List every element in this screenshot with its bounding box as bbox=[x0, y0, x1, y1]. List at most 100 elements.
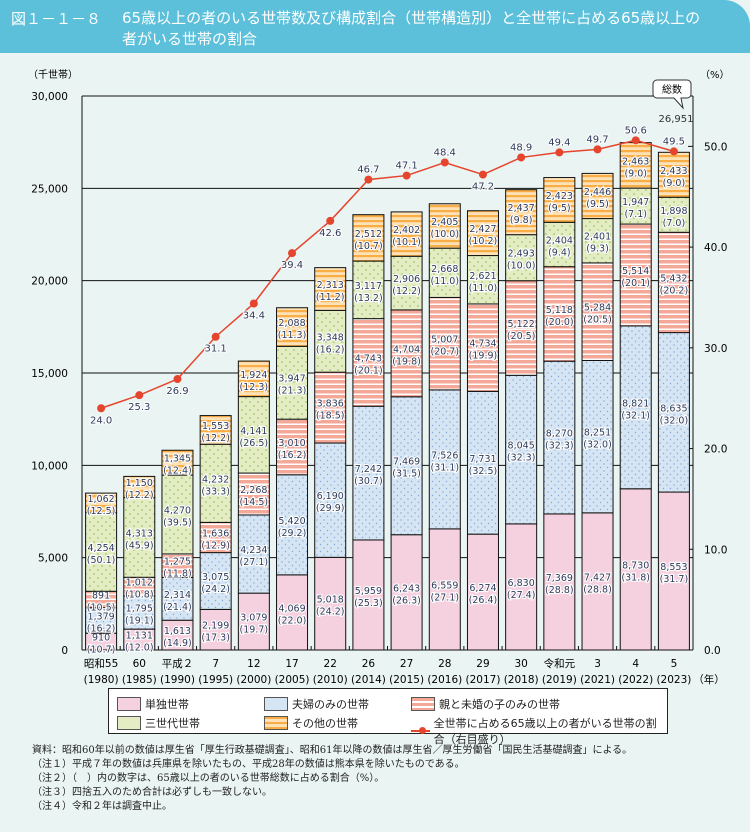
x-tick-label-year: (2018) bbox=[504, 674, 539, 686]
bar-segment bbox=[237, 472, 270, 516]
segment-value-label: 2,404 bbox=[546, 235, 573, 246]
bar-segment bbox=[161, 474, 194, 555]
segment-share-label: (16.2) bbox=[278, 450, 307, 461]
ratio-point bbox=[669, 147, 678, 156]
segment-share-label: (10.2) bbox=[469, 236, 498, 247]
segment-share-label: (16.2) bbox=[87, 623, 116, 634]
segment-value-label: 2,401 bbox=[584, 232, 611, 243]
segment-share-label: (9.0) bbox=[624, 168, 647, 179]
ratio-label: 47.1 bbox=[395, 161, 417, 172]
ratio-label: 48.9 bbox=[510, 142, 532, 153]
bar-segment bbox=[543, 360, 576, 515]
y-tick-label: 30,000 bbox=[31, 91, 68, 103]
segment-share-label: (12.0) bbox=[125, 643, 154, 654]
segment-value-label: 8,270 bbox=[546, 429, 573, 440]
segment-value-label: 1,150 bbox=[126, 478, 153, 489]
x-tick-label: 令和元 bbox=[544, 657, 576, 670]
chart: （千世帯） （%） 0 5,000 10,000 15,000 20,000 25,000… bbox=[28, 68, 730, 686]
segment-value-label: 3,079 bbox=[240, 613, 267, 624]
figure-number: 図１－１－８ bbox=[11, 10, 102, 28]
note-1: （注１）平成７年の数値は兵庫県を除いたもの、平成28年の数値は熊本県を除いたもの… bbox=[32, 759, 465, 770]
segment-value-label: 1,924 bbox=[240, 370, 267, 381]
bar-segment bbox=[428, 296, 461, 391]
segment-share-label: (24.2) bbox=[201, 584, 230, 595]
segment-value-label: 1,795 bbox=[126, 604, 153, 615]
note-3: （注３）四捨五入のため合計は必ずしも一致しない。 bbox=[32, 787, 272, 798]
legend: 単独世帯 夫婦のみの世帯 親と未婚の子のみの世帯 三世代世帯 その他の世帯 全世… bbox=[108, 688, 668, 746]
segment-value-label: 4,141 bbox=[240, 426, 267, 437]
segment-share-label: (13.2) bbox=[354, 293, 383, 304]
segment-value-label: 6,243 bbox=[393, 583, 420, 594]
y2-tick-label: 30.0 bbox=[704, 343, 727, 355]
bar-segment bbox=[85, 492, 118, 514]
bar-segment bbox=[199, 443, 232, 523]
segment-value-label: 4,270 bbox=[164, 506, 191, 517]
bar-segment bbox=[199, 521, 232, 554]
segment-share-label: (11.0) bbox=[430, 276, 459, 287]
segment-value-label: 4,704 bbox=[393, 344, 420, 355]
legend-label: 全世帯に占める65歳以上の者がいる世帯の割合（右目盛り） bbox=[433, 717, 657, 746]
bar-segment bbox=[619, 325, 652, 490]
ratio-label: 46.7 bbox=[357, 165, 379, 176]
segment-share-label: (32.0) bbox=[583, 440, 612, 451]
segment-share-label: (14.9) bbox=[163, 638, 192, 649]
segment-share-label: (30.7) bbox=[354, 476, 383, 487]
segment-share-label: (7.0) bbox=[663, 218, 686, 229]
chart-title: 65歳以上の者のいる世帯数及び構成割合（世帯構造別）と全世帯に占める65歳以上の… bbox=[122, 9, 701, 48]
segment-share-label: (7.1) bbox=[624, 209, 647, 220]
segment-share-label: (29.9) bbox=[316, 503, 345, 514]
segment-share-label: (14.5) bbox=[240, 497, 269, 508]
y-tick-label: 0 bbox=[61, 645, 68, 657]
segment-share-label: (29.2) bbox=[278, 528, 307, 539]
legend-line-marker bbox=[411, 727, 430, 734]
ratio-label: 39.4 bbox=[281, 260, 303, 271]
y-tick-label: 5,000 bbox=[38, 553, 68, 565]
segment-share-label: (22.0) bbox=[278, 615, 307, 626]
segment-value-label: 2,437 bbox=[508, 203, 535, 214]
segment-share-label: (26.5) bbox=[240, 438, 269, 449]
x-tick-label: 7 bbox=[212, 658, 219, 670]
segment-share-label: (32.1) bbox=[621, 410, 650, 421]
bar-segment bbox=[352, 260, 385, 320]
bar-segment bbox=[428, 203, 461, 249]
bar-segment bbox=[619, 488, 652, 651]
ratio-label: 49.7 bbox=[586, 134, 608, 145]
ratio-label: 50.6 bbox=[625, 125, 647, 136]
bar-segment bbox=[581, 512, 614, 651]
x-tick-label-year: (2000) bbox=[236, 674, 271, 686]
bar-segment bbox=[619, 223, 652, 327]
segment-share-label: (18.5) bbox=[316, 411, 345, 422]
ratio-point bbox=[517, 153, 526, 162]
segment-share-label: (10.8) bbox=[125, 590, 154, 601]
segment-share-label: (24.2) bbox=[316, 607, 345, 618]
segment-value-label: 7,242 bbox=[355, 464, 382, 475]
bar-segment bbox=[314, 556, 347, 651]
segment-share-label: (32.5) bbox=[469, 466, 498, 477]
segment-value-label: 4,254 bbox=[87, 543, 114, 554]
segment-value-label: 5,284 bbox=[584, 303, 611, 314]
x-tick-label-year: (2017) bbox=[466, 674, 501, 686]
legend-item-single: 単独世帯 bbox=[117, 696, 189, 712]
bar-segment bbox=[199, 608, 232, 651]
segment-share-label: (12.2) bbox=[392, 286, 421, 297]
x-tick-label-year: (1990) bbox=[160, 674, 195, 686]
bar-segment bbox=[314, 371, 347, 444]
segment-value-label: 6,830 bbox=[508, 578, 535, 589]
segment-share-label: (10.0) bbox=[507, 261, 536, 272]
segment-share-label: (27.1) bbox=[240, 557, 269, 568]
legend-swatch bbox=[264, 716, 288, 730]
segment-value-label: 2,088 bbox=[278, 318, 305, 329]
segment-value-label: 2,313 bbox=[317, 280, 344, 291]
segment-value-label: 2,314 bbox=[164, 590, 191, 601]
bar-segment bbox=[237, 514, 270, 594]
segment-share-label: (10.5) bbox=[87, 603, 116, 614]
segment-value-label: 7,369 bbox=[546, 573, 573, 584]
segment-share-label: (12.2) bbox=[125, 490, 154, 501]
segment-value-label: 3,836 bbox=[317, 399, 344, 410]
bar-segment bbox=[466, 533, 499, 651]
segment-value-label: 8,045 bbox=[508, 441, 535, 452]
ratio-point bbox=[402, 171, 411, 180]
x-tick-label-year: (2010) bbox=[313, 674, 348, 686]
segment-share-label: (9.0) bbox=[663, 178, 686, 189]
bar-segment bbox=[276, 474, 309, 576]
